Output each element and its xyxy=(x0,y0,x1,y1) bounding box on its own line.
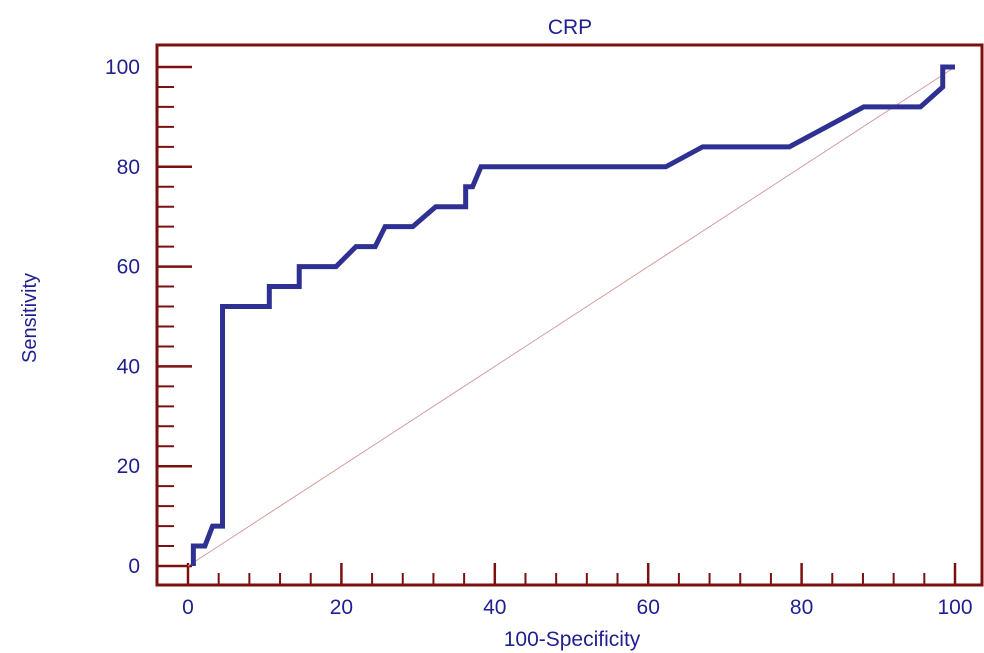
roc-curve xyxy=(190,64,955,566)
y-tick-label: 40 xyxy=(117,355,140,378)
y-tick-label: 0 xyxy=(128,555,140,578)
reference-diagonal xyxy=(187,66,956,567)
plot-frame xyxy=(155,43,984,587)
x-tick-label: 80 xyxy=(790,596,813,619)
chart-title: CRP xyxy=(548,16,592,39)
x-tick-label: 40 xyxy=(483,596,506,619)
y-axis-label: Sensitivity xyxy=(19,273,41,363)
y-tick-label: 80 xyxy=(117,156,140,179)
x-axis-label: 100-Specificity xyxy=(504,628,641,651)
y-tick-label: 20 xyxy=(117,455,140,478)
x-tick-label: 0 xyxy=(182,596,194,619)
x-tick-label: 60 xyxy=(637,596,660,619)
x-tick-label: 100 xyxy=(937,596,972,619)
y-tick-label: 60 xyxy=(117,256,140,279)
tick-labels: 0 20 40 60 80 100 0 20 40 60 80 100 xyxy=(105,56,973,619)
axis-ticks xyxy=(157,65,957,585)
x-tick-label: 20 xyxy=(330,596,353,619)
y-tick-label: 100 xyxy=(105,56,140,79)
